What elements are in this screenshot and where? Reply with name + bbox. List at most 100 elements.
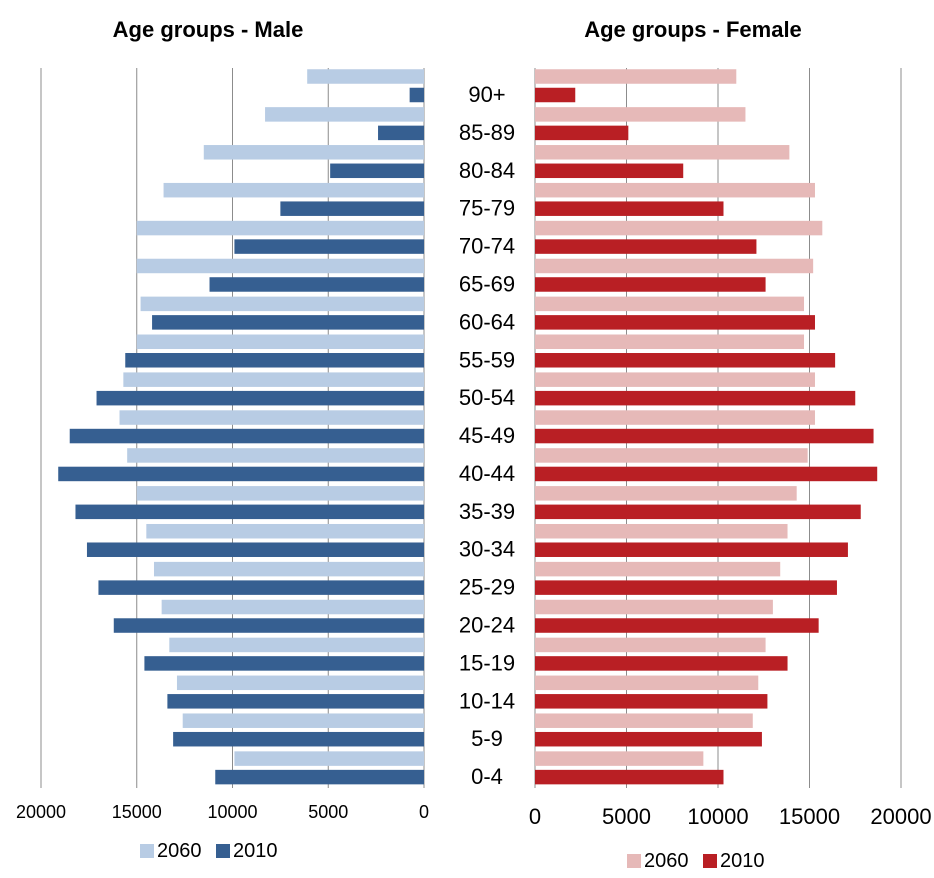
female-bar-2060-75-79 bbox=[535, 182, 815, 198]
age-group-label: 70-74 bbox=[459, 234, 515, 259]
female-bar-2060-20-24 bbox=[535, 599, 773, 615]
male-bar-2010-55-59 bbox=[125, 353, 424, 368]
age-group-label: 25-29 bbox=[459, 575, 515, 600]
female-bar-2060-90+ bbox=[535, 69, 737, 84]
female-legend-label-2060: 2060 bbox=[644, 850, 689, 872]
female-bar-2060-25-29 bbox=[535, 561, 781, 577]
male-bar-2010-65-69 bbox=[209, 277, 424, 292]
male-bar-2010-50-54 bbox=[96, 390, 424, 406]
age-group-labels: 0-4 5-9 10-14 15-19 20-24 25-29 30-34 35-39 40-4… bbox=[459, 82, 515, 789]
female-bar-2010-25-29 bbox=[535, 580, 837, 595]
female-bar-2010-40-44 bbox=[535, 466, 878, 482]
female-bar-2010-35-39 bbox=[535, 504, 861, 520]
male-bar-2060-55-59 bbox=[136, 334, 424, 350]
age-group-label: 90+ bbox=[468, 82, 505, 107]
male-bar-2010-75-79 bbox=[280, 201, 424, 216]
male-bar-2010-0-4 bbox=[215, 769, 424, 785]
female-legend-swatch-2060 bbox=[627, 854, 641, 868]
female-bar-2060-80-84 bbox=[535, 145, 790, 160]
male-bar-2060-20-24 bbox=[161, 599, 424, 615]
male-bar-2060-65-69 bbox=[136, 258, 424, 274]
male-bar-2060-5-9 bbox=[182, 713, 424, 728]
female-bar-2060-15-19 bbox=[535, 637, 766, 653]
male-bar-2010-25-29 bbox=[98, 580, 424, 595]
male-bar-2060-85-89 bbox=[265, 107, 424, 122]
female-bar-2060-30-34 bbox=[535, 523, 788, 539]
male-bar-2010-30-34 bbox=[86, 542, 425, 557]
male-bar-2060-60-64 bbox=[140, 296, 424, 312]
female-bar-2060-35-39 bbox=[535, 486, 797, 501]
male-x-tick-label: 10000 bbox=[207, 802, 257, 822]
age-group-label: 65-69 bbox=[459, 271, 515, 296]
male-x-tick-label: 5000 bbox=[308, 802, 348, 822]
female-bar-2060-85-89 bbox=[535, 107, 746, 122]
female-bar-2060-70-74 bbox=[535, 220, 823, 236]
age-group-label: 85-89 bbox=[459, 120, 515, 145]
female-bar-2010-90+ bbox=[535, 87, 576, 103]
male-bar-2010-70-74 bbox=[234, 239, 424, 254]
female-bar-2060-10-14 bbox=[535, 675, 759, 691]
female-legend: 2060 2010 bbox=[627, 850, 765, 872]
female-x-tick-label: 5000 bbox=[602, 804, 651, 829]
female-x-tick-label: 10000 bbox=[687, 804, 748, 829]
female-bar-2010-0-4 bbox=[535, 769, 724, 785]
female-bar-2060-5-9 bbox=[535, 713, 753, 728]
male-bar-2060-80-84 bbox=[203, 145, 424, 160]
male-x-tick-label: 20000 bbox=[16, 802, 66, 822]
female-chart-title: Age groups - Female bbox=[584, 17, 802, 42]
age-group-label: 5-9 bbox=[471, 726, 503, 751]
male-legend-swatch-2010 bbox=[216, 844, 230, 858]
female-legend-label-2010: 2010 bbox=[720, 850, 765, 872]
male-legend-swatch-2060 bbox=[140, 844, 154, 858]
male-bars bbox=[58, 69, 425, 785]
male-bar-2010-35-39 bbox=[75, 504, 424, 520]
male-x-tick-label: 15000 bbox=[112, 802, 162, 822]
female-legend-swatch-2010 bbox=[703, 854, 717, 868]
female-bar-2010-5-9 bbox=[535, 731, 762, 747]
male-legend: 2060 2010 bbox=[140, 840, 278, 862]
male-bar-2010-85-89 bbox=[378, 125, 424, 141]
male-bar-2060-75-79 bbox=[163, 182, 424, 198]
female-bar-2060-60-64 bbox=[535, 296, 805, 312]
age-group-label: 0-4 bbox=[471, 764, 503, 789]
male-x-tick-labels: 20000 15000 10000 5000 0 bbox=[16, 802, 429, 822]
female-bar-2010-45-49 bbox=[535, 428, 874, 444]
age-group-label: 30-34 bbox=[459, 537, 515, 562]
age-group-label: 20-24 bbox=[459, 613, 515, 638]
age-group-label: 75-79 bbox=[459, 196, 515, 221]
male-bar-2060-50-54 bbox=[123, 372, 424, 387]
age-group-label: 35-39 bbox=[459, 499, 515, 524]
age-group-label: 40-44 bbox=[459, 461, 515, 486]
male-bar-2060-15-19 bbox=[169, 637, 424, 653]
male-bar-2010-60-64 bbox=[152, 315, 424, 330]
male-bar-2010-45-49 bbox=[69, 428, 424, 444]
male-bar-2060-10-14 bbox=[176, 675, 424, 691]
female-bar-2060-0-4 bbox=[535, 751, 704, 766]
male-chart-title: Age groups - Male bbox=[113, 17, 304, 42]
female-bar-2010-10-14 bbox=[535, 694, 768, 709]
male-bar-2010-20-24 bbox=[113, 618, 425, 633]
male-bar-2060-90+ bbox=[307, 69, 424, 84]
female-bar-2010-85-89 bbox=[535, 125, 629, 141]
male-bar-2010-15-19 bbox=[144, 656, 424, 671]
female-bar-2060-65-69 bbox=[535, 258, 814, 274]
age-group-label: 10-14 bbox=[459, 688, 515, 713]
female-bar-2010-55-59 bbox=[535, 353, 836, 368]
female-bar-2060-55-59 bbox=[535, 334, 805, 350]
male-bar-2010-5-9 bbox=[173, 731, 424, 747]
female-bar-2010-15-19 bbox=[535, 656, 788, 671]
male-bar-2060-25-29 bbox=[153, 561, 425, 577]
female-x-tick-labels: 0 5000 10000 15000 20000 bbox=[529, 804, 932, 829]
male-bar-2010-40-44 bbox=[58, 466, 425, 482]
male-bar-2060-40-44 bbox=[127, 448, 425, 463]
age-group-label: 15-19 bbox=[459, 650, 515, 675]
age-group-label: 50-54 bbox=[459, 385, 515, 410]
male-bar-2060-0-4 bbox=[234, 751, 424, 766]
age-group-label: 55-59 bbox=[459, 347, 515, 372]
age-group-label: 60-64 bbox=[459, 309, 515, 334]
age-group-label: 80-84 bbox=[459, 158, 515, 183]
female-x-tick-label: 20000 bbox=[870, 804, 931, 829]
female-x-tick-label: 15000 bbox=[779, 804, 840, 829]
